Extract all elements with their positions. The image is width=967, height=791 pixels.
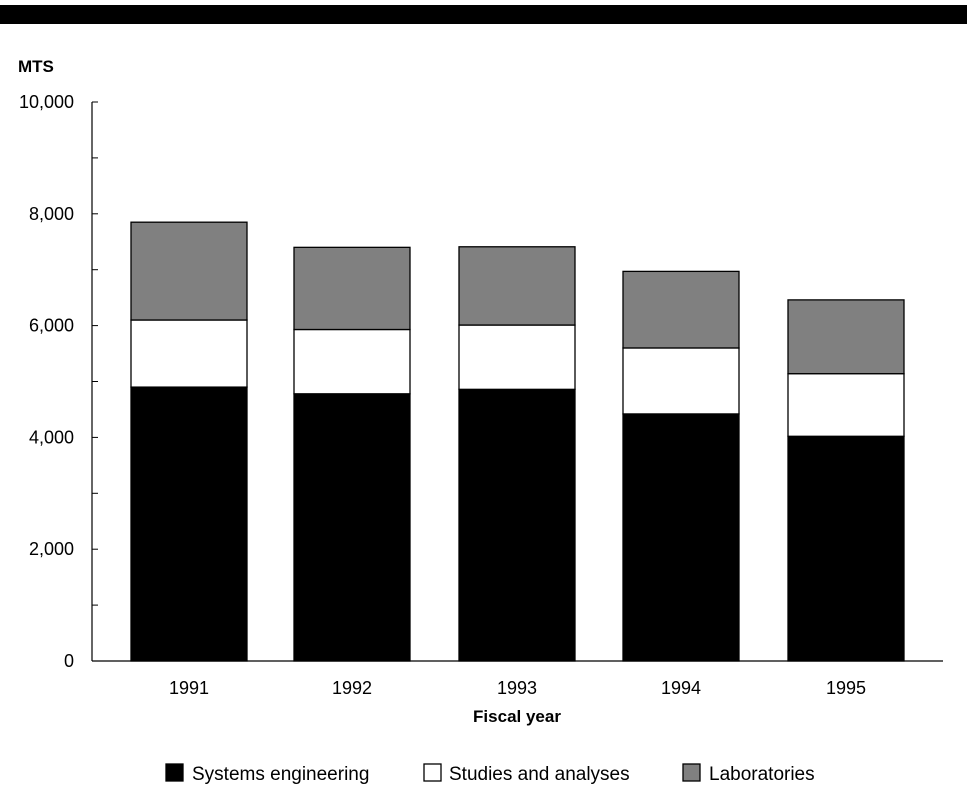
- y-tick-label: 10,000: [19, 92, 74, 112]
- x-axis-label: Fiscal year: [473, 707, 561, 726]
- y-axis: 0 2,000 4,000 6,000 8,000 10,000: [19, 92, 98, 671]
- x-tick-label: 1991: [169, 678, 209, 698]
- y-tick-label: 0: [64, 651, 74, 671]
- x-tick-label: 1994: [661, 678, 701, 698]
- bar-segment-systems-engineering: [787, 435, 905, 662]
- bar-segment-systems-engineering: [293, 393, 411, 662]
- bar-segment-studies-and-analyses: [787, 373, 905, 437]
- bar-segment-systems-engineering: [130, 386, 248, 662]
- legend-label: Studies and analyses: [449, 764, 630, 785]
- bar-segment-studies-and-analyses: [458, 324, 576, 390]
- bar-segment-studies-and-analyses: [622, 347, 740, 415]
- bar-segment-systems-engineering: [458, 388, 576, 662]
- top-rule: [0, 5, 967, 24]
- y-axis-label: MTS: [18, 57, 54, 76]
- y-tick-label: 2,000: [29, 539, 74, 559]
- x-tick-label: 1995: [826, 678, 866, 698]
- y-tick-label: 4,000: [29, 427, 74, 447]
- y-tick-label: 6,000: [29, 316, 74, 336]
- x-axis: 1991 1992 1993 1994 1995: [169, 678, 866, 698]
- legend-swatch-studies-and-analyses: [423, 763, 442, 782]
- x-tick-label: 1992: [332, 678, 372, 698]
- legend-label: Laboratories: [709, 764, 815, 785]
- bars: [130, 221, 905, 662]
- legend: Systems engineering Studies and analyses L…: [165, 763, 815, 785]
- bar-segment-laboratories: [130, 221, 248, 321]
- legend-swatch-laboratories: [682, 763, 701, 782]
- bar-segment-laboratories: [458, 246, 576, 326]
- bar-segment-studies-and-analyses: [293, 328, 411, 395]
- bar-segment-laboratories: [293, 246, 411, 331]
- bar-segment-systems-engineering: [622, 413, 740, 662]
- bar-segment-studies-and-analyses: [130, 319, 248, 388]
- bar-segment-laboratories: [787, 299, 905, 375]
- bar-segment-laboratories: [622, 270, 740, 349]
- legend-label: Systems engineering: [192, 764, 369, 785]
- x-tick-label: 1993: [497, 678, 537, 698]
- legend-swatch-systems-engineering: [165, 763, 184, 782]
- y-tick-label: 8,000: [29, 204, 74, 224]
